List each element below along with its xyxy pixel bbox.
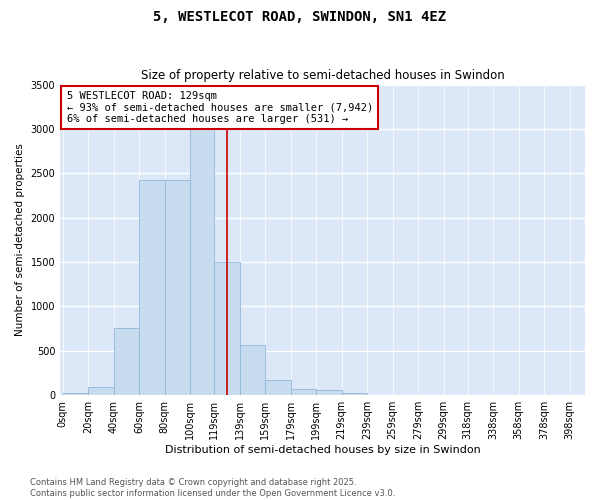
Bar — [214, 262, 240, 395]
Bar — [88, 387, 113, 395]
Bar — [316, 390, 341, 395]
Bar — [113, 328, 139, 395]
Text: 5, WESTLECOT ROAD, SWINDON, SN1 4EZ: 5, WESTLECOT ROAD, SWINDON, SN1 4EZ — [154, 10, 446, 24]
Bar — [190, 129, 214, 395]
Bar — [265, 380, 291, 395]
Bar — [63, 394, 88, 395]
Bar — [240, 344, 265, 395]
Bar — [291, 388, 316, 395]
Bar — [341, 393, 367, 395]
X-axis label: Distribution of semi-detached houses by size in Swindon: Distribution of semi-detached houses by … — [165, 445, 481, 455]
Y-axis label: Number of semi-detached properties: Number of semi-detached properties — [15, 144, 25, 336]
Title: Size of property relative to semi-detached houses in Swindon: Size of property relative to semi-detach… — [141, 69, 505, 82]
Bar — [164, 180, 190, 395]
Bar — [139, 180, 164, 395]
Text: Contains HM Land Registry data © Crown copyright and database right 2025.
Contai: Contains HM Land Registry data © Crown c… — [30, 478, 395, 498]
Text: 5 WESTLECOT ROAD: 129sqm
← 93% of semi-detached houses are smaller (7,942)
6% of: 5 WESTLECOT ROAD: 129sqm ← 93% of semi-d… — [67, 91, 373, 124]
